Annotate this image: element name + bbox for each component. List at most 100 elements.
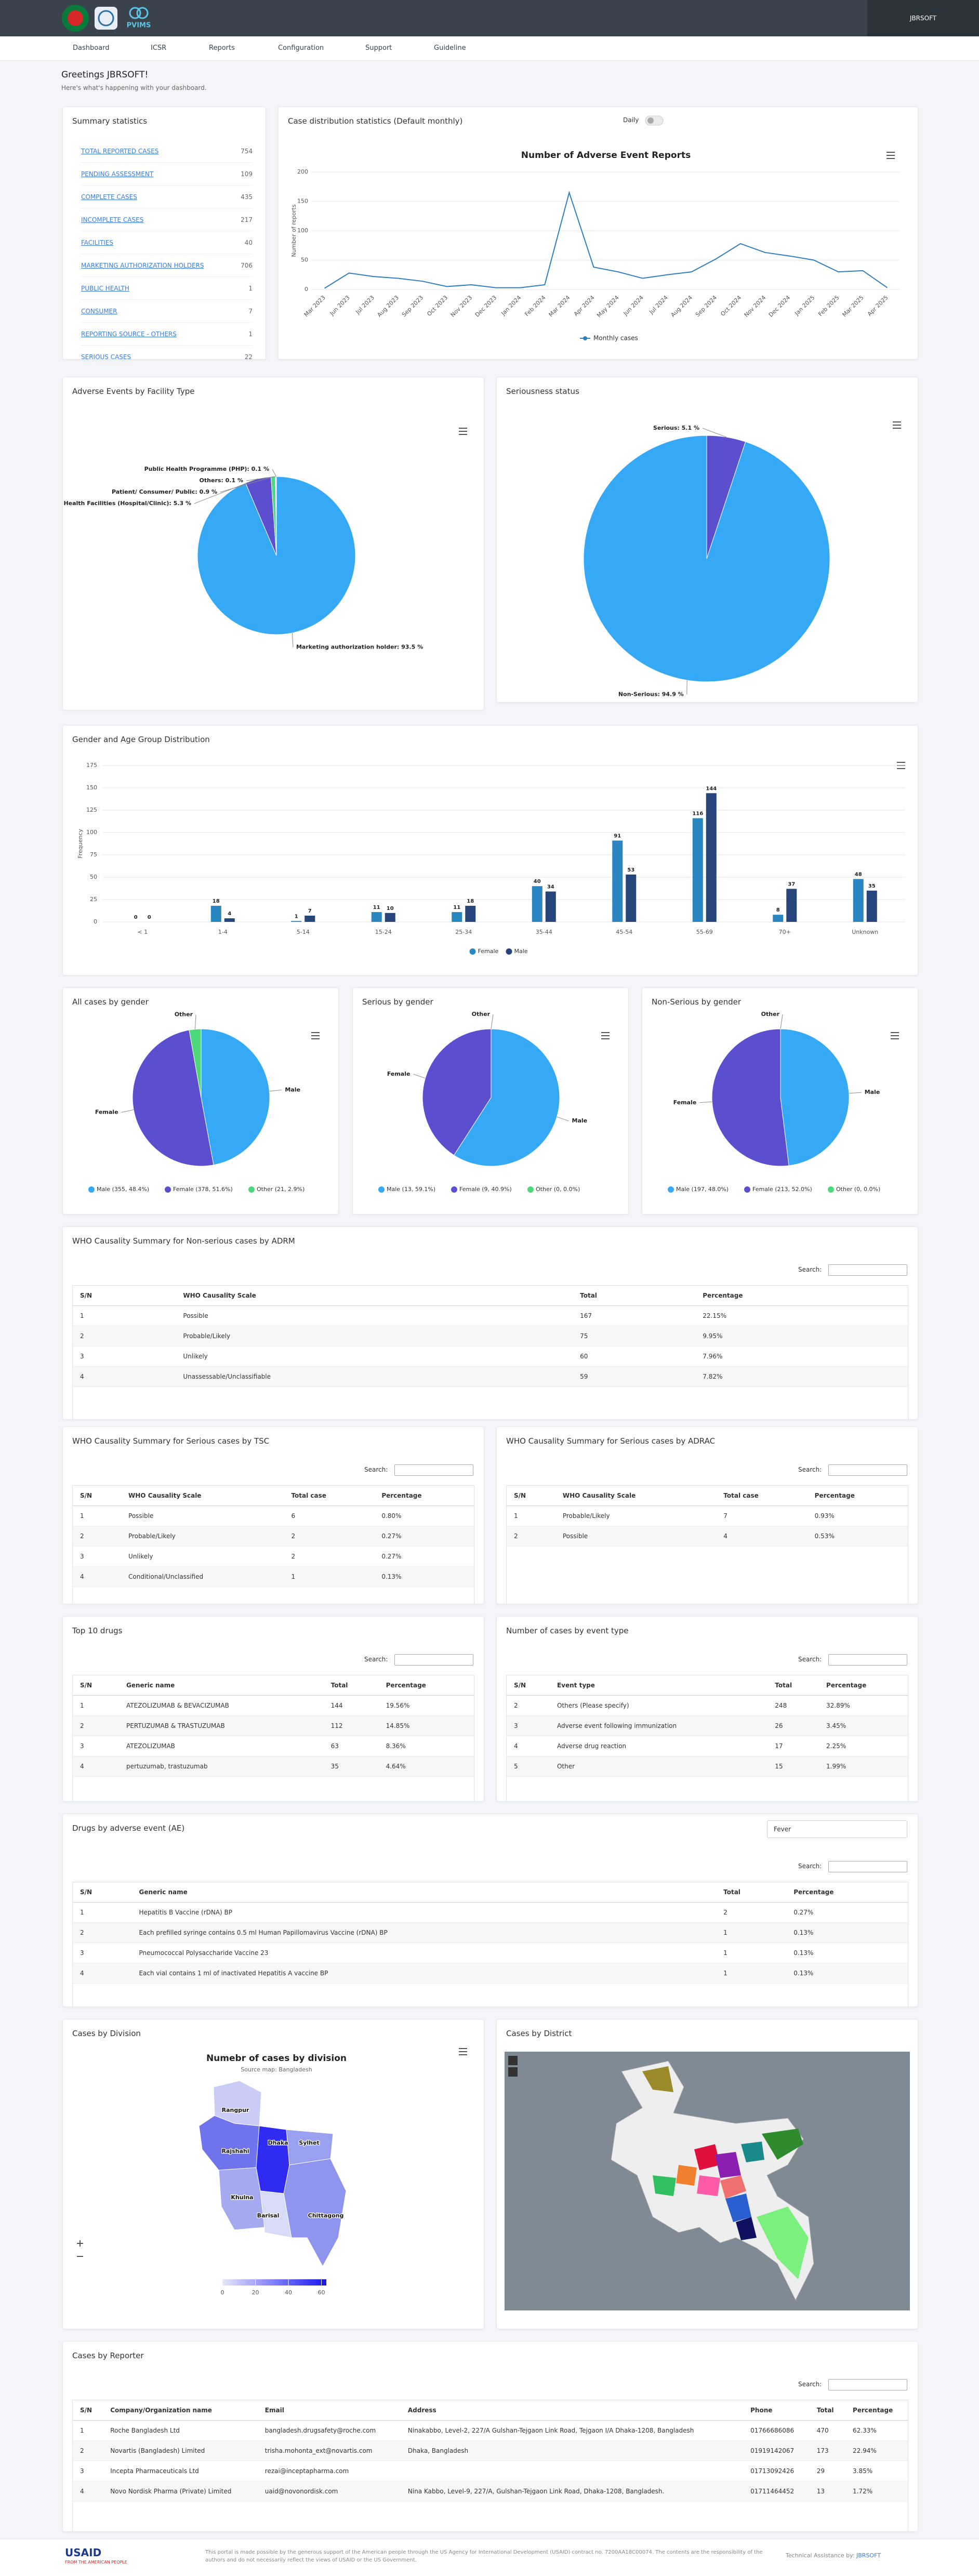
search-input[interactable] (828, 2379, 907, 2390)
table-cell: Probable/Likely (121, 1526, 284, 1547)
column-header[interactable]: S/N (73, 1882, 131, 1903)
x-tick-label: 35-44 (536, 929, 552, 935)
search-input[interactable] (828, 1464, 907, 1476)
menu-bar (891, 1038, 899, 1039)
column-header[interactable]: Email (258, 2400, 401, 2421)
summary-value: 40 (245, 239, 253, 246)
column-header[interactable]: Total case (284, 1486, 374, 1506)
summary-link[interactable]: FACILITIES (81, 239, 113, 246)
column-header[interactable]: S/N (73, 2400, 103, 2421)
menu-icon[interactable] (891, 1032, 899, 1039)
nav-guideline[interactable]: Guideline (434, 44, 466, 52)
column-header[interactable]: Phone (743, 2400, 810, 2421)
column-header[interactable]: Company/Organization name (103, 2400, 258, 2421)
search-input[interactable] (828, 1861, 907, 1872)
table-cell: Adverse drug reaction (550, 1736, 768, 1756)
menu-icon[interactable] (459, 428, 467, 435)
menu-icon[interactable] (887, 152, 895, 159)
column-header[interactable]: S/N (73, 1286, 176, 1306)
column-header[interactable]: Percentage (819, 1675, 908, 1696)
legend-label: Monthly cases (593, 335, 638, 342)
summary-link[interactable]: INCOMPLETE CASES (81, 216, 143, 223)
column-header[interactable]: Percentage (374, 1486, 474, 1506)
nav-dashboard[interactable]: Dashboard (73, 44, 110, 52)
column-header[interactable]: WHO Causality Scale (121, 1486, 284, 1506)
legend-marker (527, 1186, 534, 1193)
column-header[interactable]: Address (401, 2400, 743, 2421)
column-header[interactable]: S/N (73, 1675, 119, 1696)
zoom-in[interactable] (77, 2240, 83, 2247)
search-input[interactable] (394, 1464, 473, 1476)
table-card: WHO Causality Summary for Non-serious ca… (62, 1226, 918, 1420)
summary-link[interactable]: PENDING ASSESSMENT (81, 170, 153, 178)
column-header[interactable]: Total case (716, 1486, 807, 1506)
column-header[interactable]: Percentage (808, 1486, 908, 1506)
column-header[interactable]: WHO Causality Scale (176, 1286, 573, 1306)
search-input[interactable] (394, 1654, 473, 1666)
zoom-in[interactable] (508, 2056, 518, 2065)
table-cell: 59 (573, 1367, 695, 1387)
summary-link[interactable]: REPORTING SOURCE - OTHERS (81, 331, 177, 338)
summary-link[interactable]: SERIOUS CASES (81, 353, 131, 360)
menu-icon[interactable] (601, 1032, 610, 1039)
column-header[interactable]: Total (716, 1882, 786, 1903)
summary-link[interactable]: TOTAL REPORTED CASES (81, 148, 158, 155)
filter-select[interactable]: Fever (767, 1820, 907, 1838)
bar-value-label: 18 (467, 899, 474, 904)
search-input[interactable] (828, 1264, 907, 1276)
column-header[interactable]: S/N (507, 1675, 550, 1696)
menu-icon[interactable] (311, 1032, 320, 1039)
nav-reports[interactable]: Reports (209, 44, 235, 52)
user-menu[interactable]: JBRSOFT (867, 0, 979, 36)
table-cell: 0.27% (786, 1903, 908, 1923)
column-header[interactable]: Percentage (695, 1286, 908, 1306)
menu-icon[interactable] (893, 421, 901, 429)
menu-icon[interactable] (459, 2048, 467, 2055)
column-header[interactable]: Total (810, 2400, 845, 2421)
y-axis-label: Frequency (77, 829, 84, 858)
column-header[interactable]: Event type (550, 1675, 768, 1696)
column-header[interactable]: Total (768, 1675, 819, 1696)
column-header[interactable]: Generic name (119, 1675, 324, 1696)
nav-configuration[interactable]: Configuration (278, 44, 324, 52)
column-header[interactable]: WHO Causality Scale (555, 1486, 716, 1506)
search-input[interactable] (828, 1654, 907, 1666)
table-cell: 1.99% (819, 1756, 908, 1777)
column-header[interactable]: Percentage (786, 1882, 908, 1903)
table-cell: 1 (73, 1506, 121, 1526)
summary-link[interactable]: MARKETING AUTHORIZATION HOLDERS (81, 262, 204, 269)
column-header[interactable]: Generic name (131, 1882, 716, 1903)
table-cell: 3 (73, 2461, 103, 2481)
x-tick-label: Mar 2025 (841, 294, 865, 318)
column-header[interactable]: Percentage (379, 1675, 474, 1696)
y-tick-label: 25 (90, 896, 97, 903)
column-header[interactable]: Total (324, 1675, 379, 1696)
summary-link[interactable]: CONSUMER (81, 308, 117, 315)
summary-link[interactable]: PUBLIC HEALTH (81, 285, 129, 292)
column-header[interactable]: S/N (507, 1486, 555, 1506)
column-header[interactable]: Percentage (845, 2400, 908, 2421)
summary-link[interactable]: COMPLETE CASES (81, 193, 137, 201)
column-header[interactable]: S/N (73, 1486, 121, 1506)
credit-link[interactable]: JBRSOFT (856, 2552, 881, 2559)
search-label: Search: (364, 1466, 388, 1473)
zoom-out[interactable] (77, 2256, 83, 2257)
zoom-out[interactable] (508, 2067, 518, 2077)
column-header[interactable]: Total (573, 1286, 695, 1306)
y-tick-label: 150 (297, 198, 308, 205)
x-tick-label: Apr 2025 (866, 294, 890, 318)
table-cell: Probable/Likely (176, 1326, 573, 1346)
nav-icsr[interactable]: ICSR (151, 44, 166, 52)
x-tick-label: Mar 2023 (303, 294, 327, 318)
nav-support[interactable]: Support (365, 44, 392, 52)
district-card: Cases by District (496, 2019, 918, 2329)
